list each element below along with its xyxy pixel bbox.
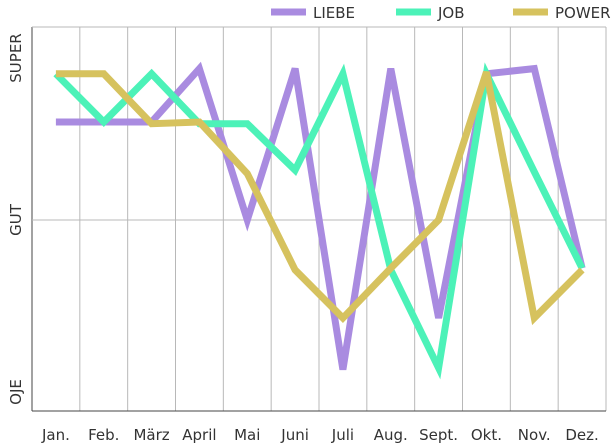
x-tick-label: Dez. bbox=[565, 426, 598, 444]
x-tick-label: Juli bbox=[331, 426, 354, 444]
x-tick-label: Feb. bbox=[88, 426, 119, 444]
x-tick-label: Okt. bbox=[471, 426, 502, 444]
y-tick-label: OJE bbox=[7, 379, 25, 405]
legend-label-power: POWER bbox=[555, 4, 611, 22]
series-line-liebe bbox=[55, 61, 586, 371]
series-line-job bbox=[53, 62, 586, 380]
x-tick-label: Mai bbox=[234, 426, 260, 444]
x-axis-tick-labels: Jan. Feb. März April Mai Juni Juli Aug. Sept. Okt… bbox=[41, 426, 599, 444]
x-tick-label: April bbox=[182, 426, 216, 444]
chart-legend: LIEBE JOB POWER bbox=[271, 4, 611, 22]
x-tick-label: Jan. bbox=[41, 426, 70, 444]
legend-label-job: JOB bbox=[437, 4, 465, 22]
x-tick-label: Aug. bbox=[374, 426, 408, 444]
x-tick-label: Nov. bbox=[518, 426, 551, 444]
legend-label-liebe: LIEBE bbox=[313, 4, 355, 22]
series-line-power bbox=[55, 70, 585, 326]
x-tick-label: Juni bbox=[280, 426, 309, 444]
y-axis-tick-labels: OJE GUT SUPER bbox=[7, 33, 25, 405]
x-tick-label: März bbox=[133, 426, 169, 444]
chart-series bbox=[53, 61, 586, 380]
y-tick-label: GUT bbox=[7, 203, 25, 236]
x-tick-label: Sept. bbox=[419, 426, 458, 444]
y-tick-label: SUPER bbox=[7, 33, 25, 82]
